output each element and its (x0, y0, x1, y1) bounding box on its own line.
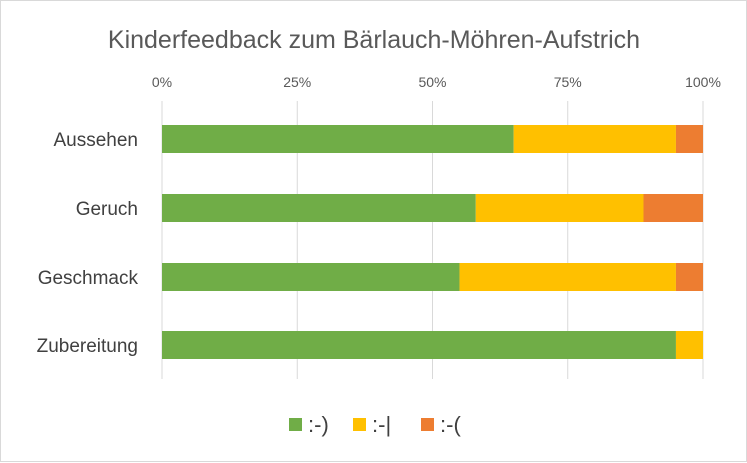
x-tick-label: 100% (685, 74, 721, 90)
legend-swatch (421, 418, 434, 431)
bar-segment (643, 194, 703, 222)
bar-segment (675, 125, 703, 153)
legend-swatch (353, 418, 366, 431)
legend-swatch (289, 418, 302, 431)
x-tick-label: 50% (418, 74, 446, 90)
legend-label: :-) (308, 412, 329, 437)
x-tick-label: 25% (283, 74, 311, 90)
bar-segment (675, 331, 703, 359)
x-axis-ticks: 0% 25% 50% 75% 100% (152, 74, 721, 90)
chart-title: Kinderfeedback zum Bärlauch-Möhren-Aufst… (108, 26, 640, 54)
category-label: Zubereitung (37, 336, 138, 357)
category-label: Geschmack (38, 268, 139, 289)
category-labels: Aussehen Geruch Geschmack Zubereitung (37, 130, 139, 357)
bar-segment (459, 263, 676, 291)
bar-segment (513, 125, 676, 153)
bar-segment (162, 331, 676, 359)
bar-segment (675, 263, 703, 291)
category-label: Geruch (76, 199, 138, 220)
x-tick-label: 0% (152, 74, 172, 90)
legend-label: :-( (440, 412, 461, 437)
bar-segment (162, 125, 514, 153)
legend-label: :-| (372, 412, 391, 437)
category-label: Aussehen (53, 130, 138, 151)
x-tick-label: 75% (554, 74, 582, 90)
bar-segment (162, 194, 476, 222)
bar-segment (162, 263, 460, 291)
legend: :-) :-| :-( (289, 412, 461, 437)
bar-segment (475, 194, 644, 222)
bars (162, 125, 703, 359)
